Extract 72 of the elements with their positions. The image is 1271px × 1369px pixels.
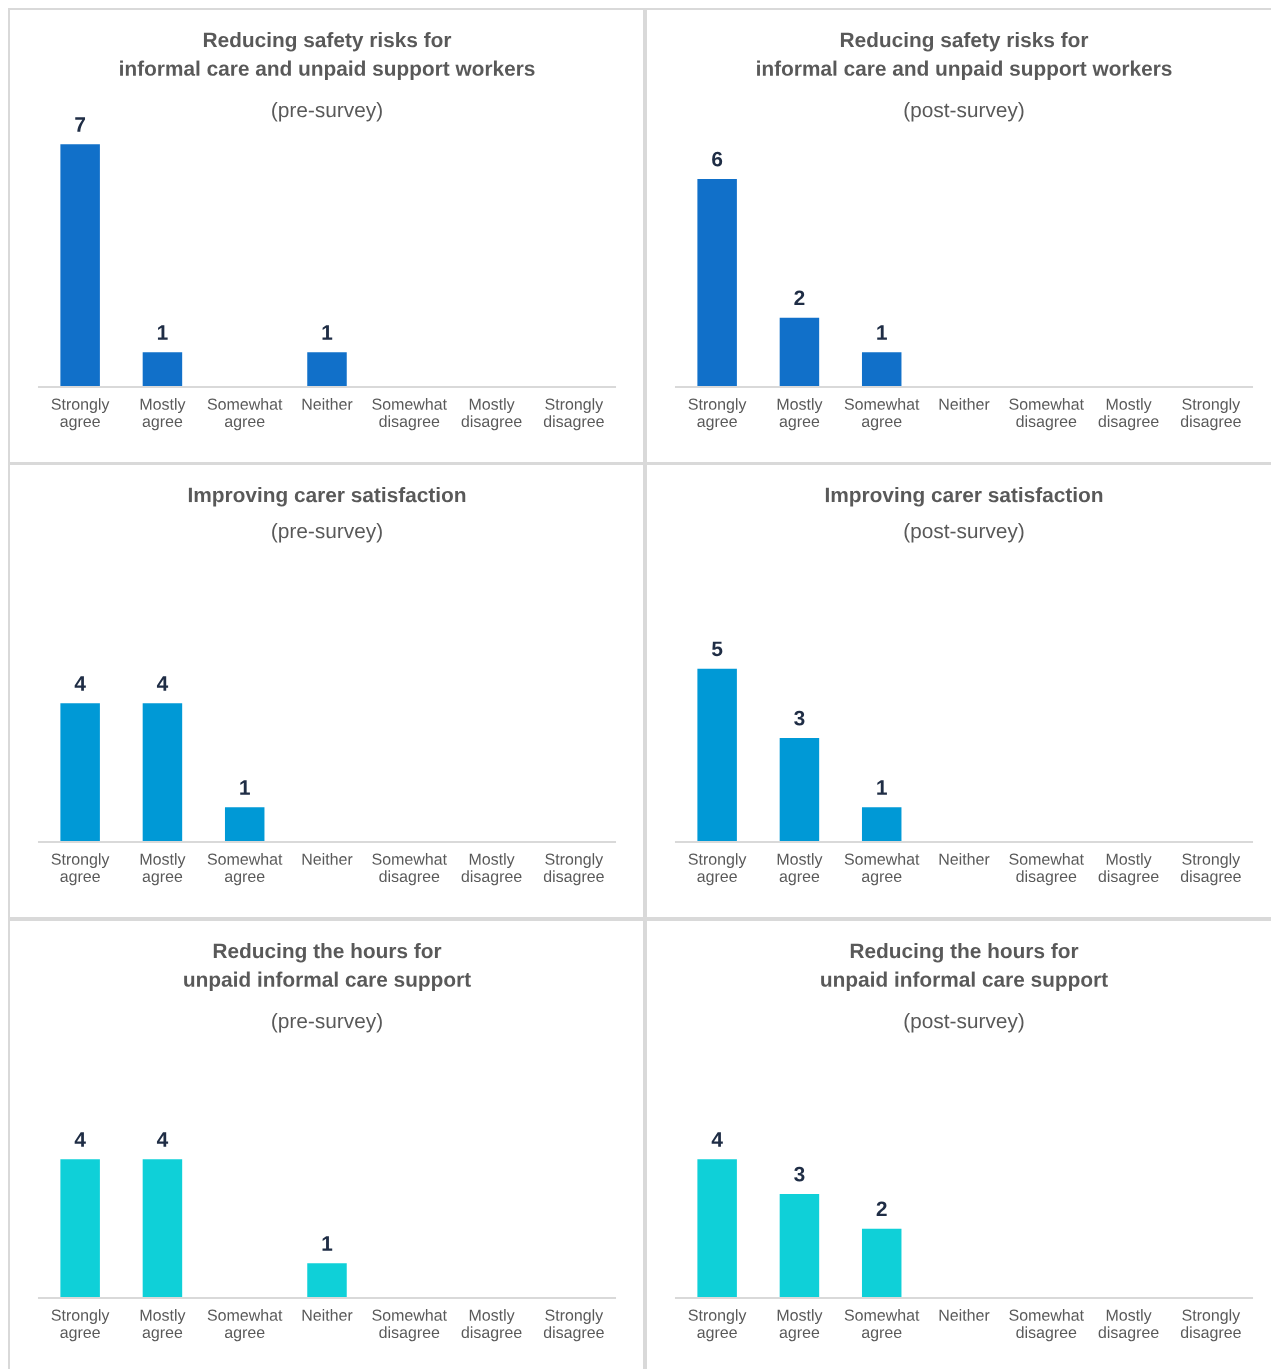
x-tick-label: Strongly agree	[51, 1309, 110, 1342]
x-tick-label: Mostly agree	[140, 853, 186, 886]
x-tick-label: Somewhat agree	[207, 853, 283, 886]
x-tick-label: Mostly agree	[777, 853, 823, 886]
chart-subtitle: (post-survey)	[904, 1013, 1024, 1033]
chart-subtitle: (pre-survey)	[272, 523, 382, 543]
x-tick-label: Neither	[302, 853, 353, 865]
data-label: 2	[794, 290, 805, 305]
x-tick-label: Mostly disagree	[1098, 398, 1159, 431]
chart-title: Reducing the hours for unpaid informal care support	[184, 943, 471, 991]
x-tick-label: Neither	[939, 398, 990, 410]
x-tick-label: Mostly agree	[140, 1309, 186, 1342]
x-tick-label: Mostly disagree	[1098, 853, 1159, 886]
x-tick-label: Somewhat disagree	[1009, 1309, 1084, 1342]
data-label: 1	[322, 325, 333, 340]
data-label: 1	[322, 1236, 333, 1251]
x-tick-label: Somewhat disagree	[372, 398, 447, 431]
chart-title: Improving carer satisfaction	[188, 487, 466, 507]
x-tick-label: Strongly disagree	[543, 853, 604, 886]
x-tick-label: Strongly disagree	[1180, 853, 1241, 886]
data-label: 4	[156, 1132, 169, 1147]
x-tick-label: Strongly agree	[51, 398, 110, 431]
data-label: 6	[712, 151, 723, 167]
data-label: 3	[794, 710, 805, 726]
data-label: 1	[240, 780, 250, 795]
chart-subtitle: (pre-survey)	[272, 102, 382, 122]
chart-title: Reducing the hours for unpaid informal care support	[821, 943, 1108, 991]
chart-subtitle: (pre-survey)	[272, 1013, 382, 1033]
x-tick-label: Somewhat agree	[844, 1309, 920, 1342]
data-label: 2	[876, 1201, 887, 1216]
x-tick-label: Somewhat agree	[844, 398, 920, 431]
x-tick-label: Mostly disagree	[1098, 1309, 1159, 1342]
x-tick-label: Neither	[302, 1309, 353, 1321]
x-tick-label: Mostly disagree	[461, 398, 522, 431]
chart-subtitle: (post-survey)	[904, 102, 1024, 122]
x-tick-label: Strongly agree	[688, 398, 747, 431]
data-label: 4	[711, 1132, 723, 1147]
x-tick-label: Mostly disagree	[461, 1309, 522, 1342]
chart-subtitle: (post-survey)	[904, 523, 1024, 543]
x-tick-label: Mostly agree	[777, 1309, 823, 1342]
x-tick-label: Somewhat disagree	[372, 1309, 447, 1342]
data-label: 4	[156, 676, 169, 691]
chart-title: Reducing safety risks for informal care and unpaid support workers	[120, 32, 535, 80]
x-tick-label: Strongly agree	[688, 853, 747, 886]
x-tick-label: Somewhat agree	[207, 398, 283, 431]
data-label: 4	[74, 1132, 86, 1147]
x-tick-label: Neither	[939, 853, 990, 865]
data-label: 1	[877, 780, 887, 795]
x-tick-label: Mostly agree	[777, 398, 823, 431]
chart-title: Reducing safety risks for informal care and unpaid support workers	[757, 32, 1172, 80]
x-tick-label: Strongly disagree	[1180, 1309, 1241, 1342]
x-tick-label: Neither	[302, 398, 353, 410]
data-label: 3	[794, 1166, 805, 1182]
x-tick-label: Mostly disagree	[461, 853, 522, 886]
data-label: 5	[711, 641, 723, 657]
x-tick-label: Strongly disagree	[543, 398, 604, 431]
x-tick-label: Neither	[939, 1309, 990, 1321]
x-tick-label: Somewhat disagree	[372, 853, 447, 886]
x-tick-label: Somewhat agree	[207, 1309, 283, 1342]
x-tick-label: Somewhat disagree	[1009, 853, 1084, 886]
x-tick-label: Strongly disagree	[1180, 398, 1241, 431]
chart-title: Improving carer satisfaction	[825, 487, 1103, 507]
data-label: 1	[877, 325, 887, 340]
x-tick-label: Strongly agree	[688, 1309, 747, 1342]
data-label: 4	[74, 676, 86, 691]
x-tick-label: Somewhat disagree	[1009, 398, 1084, 431]
x-tick-label: Somewhat agree	[844, 853, 920, 886]
x-tick-label: Strongly disagree	[543, 1309, 604, 1342]
data-label: 1	[157, 325, 168, 340]
x-tick-label: Mostly agree	[140, 398, 186, 431]
x-tick-label: Strongly agree	[51, 853, 110, 886]
data-label: 7	[75, 117, 86, 132]
